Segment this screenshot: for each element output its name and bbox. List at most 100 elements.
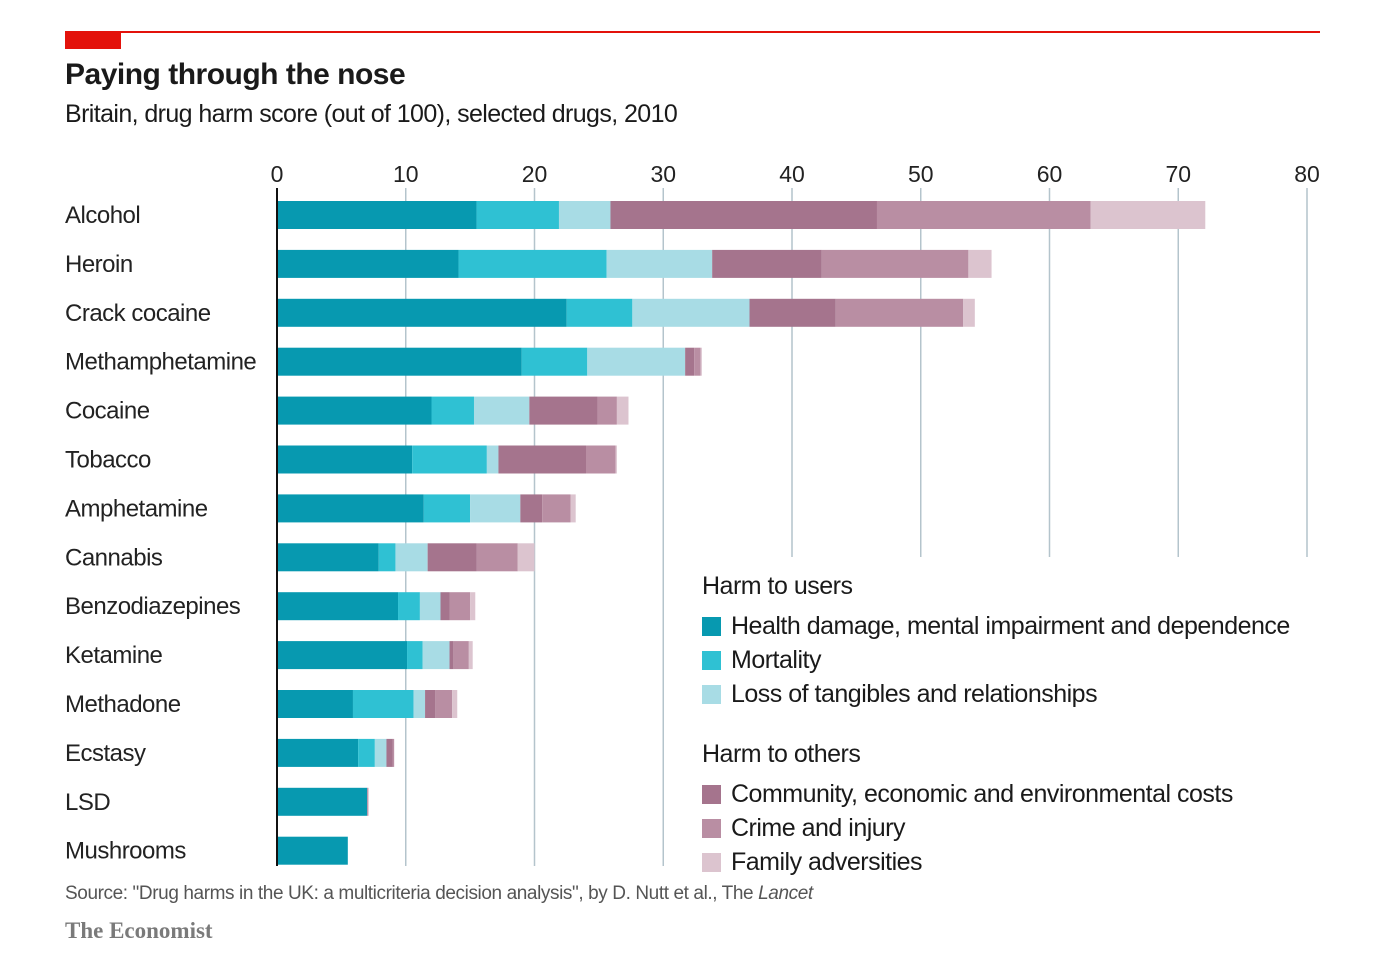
bar-segment (521, 347, 588, 376)
brand-tag (65, 31, 121, 49)
source-text: Source: "Drug harms in the UK: a multicr… (65, 883, 759, 904)
bar-segment (277, 641, 408, 670)
bar-segment (486, 445, 499, 474)
bar-segment (422, 641, 450, 670)
bar-segment (352, 690, 414, 718)
bar-segment (498, 445, 586, 474)
bar-segment (398, 592, 420, 621)
bar-segment (358, 738, 375, 767)
bar-segment (435, 690, 453, 718)
chart-title: Paying through the nose (65, 58, 406, 91)
bar-segment (694, 347, 701, 376)
bar-segment (277, 787, 368, 816)
bar-segment (586, 445, 616, 474)
legend-item: Community, economic and environmental co… (702, 780, 1233, 809)
bar-segment (517, 543, 535, 572)
bar-segment (632, 298, 750, 327)
source-journal: Lancet (758, 883, 813, 904)
bar-segment (277, 445, 413, 474)
bar-segment (458, 249, 607, 278)
bar-segment (425, 690, 436, 718)
bar-segment (392, 738, 395, 767)
bar-segment (470, 494, 521, 523)
category-label: LSD (65, 789, 110, 816)
bar-segment (835, 298, 964, 327)
bar-segment (277, 738, 359, 767)
legend-item: Loss of tangibles and relationships (702, 680, 1098, 709)
bar-segment (367, 787, 369, 816)
category-label: Ketamine (65, 642, 163, 669)
bar-segment (378, 543, 396, 572)
category-label: Tobacco (65, 447, 151, 474)
bar-segment (876, 201, 1091, 229)
bar-segment (395, 543, 428, 572)
bar-segment (615, 445, 617, 474)
legend-item: Crime and injury (702, 814, 906, 843)
legend-swatch (702, 617, 721, 636)
bar-segment (277, 494, 424, 523)
bar-segment (473, 396, 530, 425)
x-tick-label: 0 (271, 161, 284, 187)
legend-swatch (702, 853, 721, 872)
bar-segment (558, 201, 611, 229)
bar-segment (520, 494, 543, 523)
legend-swatch (702, 651, 721, 670)
legend-label: Crime and injury (731, 814, 906, 842)
bar-segment (407, 641, 423, 670)
bar-segment (470, 592, 476, 621)
bar-segment (449, 592, 471, 621)
bar-segment (431, 396, 474, 425)
bar-segment (277, 836, 348, 865)
bar-segment (712, 249, 822, 278)
bar-segment (685, 347, 695, 376)
category-label: Benzodiazepines (65, 593, 241, 620)
legend-swatch (702, 685, 721, 704)
bar-segment (570, 494, 576, 523)
bar-segment (963, 298, 975, 327)
x-tick-label: 70 (1165, 161, 1191, 187)
legend-group-title: Harm to others (702, 740, 861, 768)
bar-segment (610, 201, 877, 229)
bar-segment (277, 396, 432, 425)
bar-segment (277, 298, 567, 327)
x-tick-label: 30 (650, 161, 676, 187)
bar-segment (700, 347, 702, 376)
x-tick-label: 60 (1037, 161, 1063, 187)
category-label: Amphetamine (65, 495, 208, 522)
legend-item: Mortality (702, 646, 821, 675)
bar-segment (277, 201, 477, 229)
brand-logo: The Economist (65, 918, 213, 943)
bar-segment (374, 738, 387, 767)
bar-segment (277, 347, 522, 376)
bar-segment (413, 690, 426, 718)
legend-swatch (702, 819, 721, 838)
legend-label: Health damage, mental impairment and dep… (731, 612, 1290, 640)
legend-label: Family adversities (731, 848, 923, 876)
legend-item: Family adversities (702, 848, 923, 877)
x-tick-label: 80 (1294, 161, 1320, 187)
bar-segment (968, 249, 992, 278)
chart-subtitle: Britain, drug harm score (out of 100), s… (65, 100, 678, 128)
bar-segment (566, 298, 633, 327)
x-tick-label: 20 (522, 161, 548, 187)
bar-segment (1090, 201, 1206, 229)
bar-segment (476, 201, 559, 229)
bar-segment (529, 396, 598, 425)
category-label: Cocaine (65, 398, 150, 425)
x-tick-label: 50 (908, 161, 934, 187)
bar-segment (453, 641, 469, 670)
bar-segment (277, 249, 459, 278)
bar-segment (412, 445, 487, 474)
bar-segment (597, 396, 617, 425)
bar-segment (386, 738, 393, 767)
bar-segment (542, 494, 571, 523)
legend-label: Loss of tangibles and relationships (731, 680, 1098, 708)
bar-segment (423, 494, 471, 523)
bar-segment (616, 396, 629, 425)
bar-segment (277, 690, 353, 718)
category-label: Methadone (65, 691, 181, 718)
legend-swatch (702, 785, 721, 804)
bar-segment (427, 543, 477, 572)
